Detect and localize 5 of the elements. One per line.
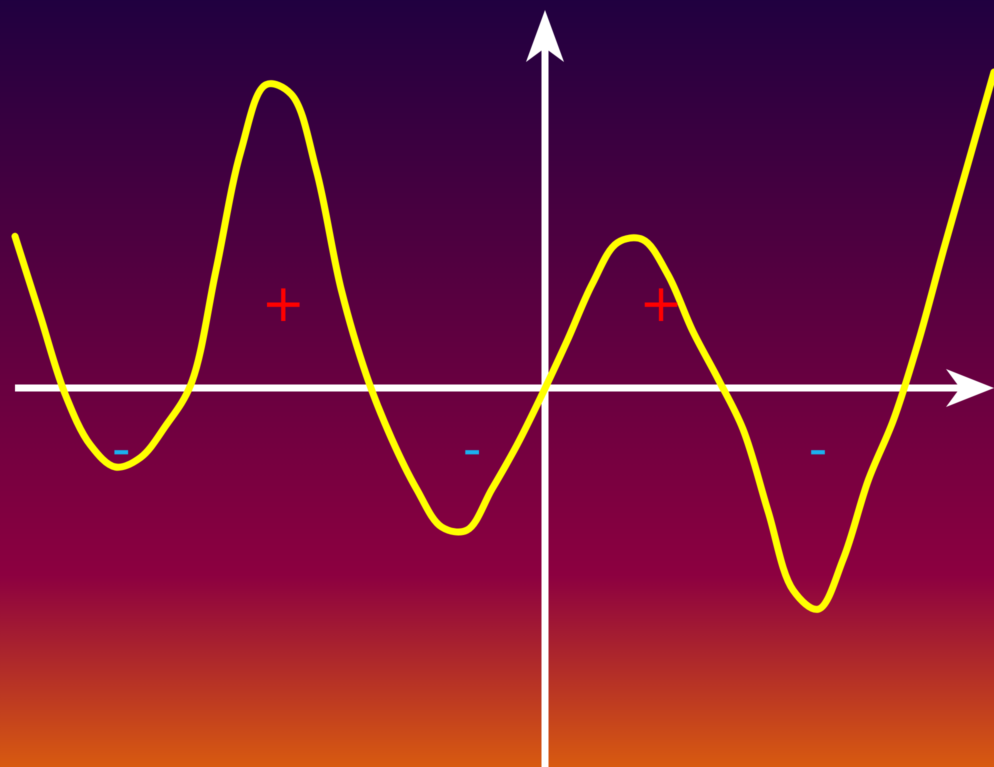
- annotation: -: [112, 420, 131, 480]
- annotation: +: [639, 274, 683, 334]
- annotation: -: [462, 420, 482, 480]
- annotation: -: [808, 420, 828, 480]
- annotation: +: [262, 274, 306, 334]
